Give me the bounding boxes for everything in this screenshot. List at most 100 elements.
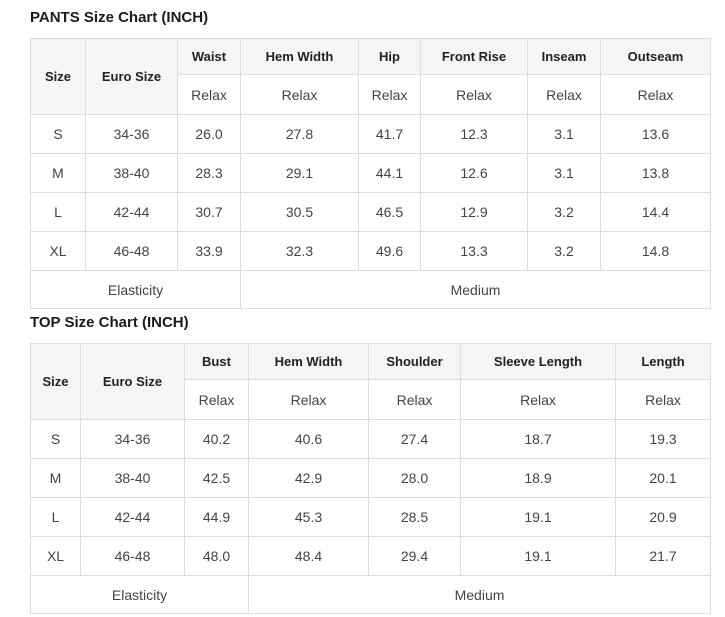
euro-size-cell: 42-44	[80, 497, 185, 537]
value-cell: 19.1	[460, 536, 616, 576]
value-cell: 21.7	[615, 536, 711, 576]
pants-table-body: S 34-36 26.0 27.8 41.7 12.3 3.1 13.6 M 3…	[30, 114, 711, 271]
top-header-size: Size	[30, 343, 81, 420]
value-cell: 19.1	[460, 497, 616, 537]
value-cell: 13.6	[600, 114, 711, 154]
fit-label-cell: Relax	[460, 379, 616, 420]
pants-header-inseam: Inseam	[527, 38, 601, 75]
value-cell: 3.2	[527, 231, 601, 271]
fit-label-cell: Relax	[240, 74, 359, 115]
value-cell: 29.4	[368, 536, 461, 576]
value-cell: 3.2	[527, 192, 601, 232]
value-cell: 13.8	[600, 153, 711, 193]
fit-label-cell: Relax	[248, 379, 369, 420]
value-cell: 40.6	[248, 419, 369, 459]
top-size-table: Size Euro Size Bust Hem Width Shoulder S…	[30, 343, 711, 614]
size-cell: S	[30, 114, 86, 154]
value-cell: 41.7	[358, 114, 421, 154]
pants-row-l: L 42-44 30.7 30.5 46.5 12.9 3.2 14.4	[30, 192, 711, 232]
top-elasticity-row: Elasticity Medium	[30, 575, 711, 614]
top-header-length: Length	[615, 343, 711, 380]
size-cell: L	[30, 192, 86, 232]
fit-label-cell: Relax	[368, 379, 461, 420]
euro-size-cell: 34-36	[80, 419, 185, 459]
value-cell: 42.5	[184, 458, 249, 498]
value-cell: 20.9	[615, 497, 711, 537]
elasticity-value: Medium	[240, 270, 711, 309]
value-cell: 45.3	[248, 497, 369, 537]
top-row-s: S 34-36 40.2 40.6 27.4 18.7 19.3	[30, 419, 711, 459]
euro-size-cell: 38-40	[80, 458, 185, 498]
size-cell: L	[30, 497, 81, 537]
pants-row-s: S 34-36 26.0 27.8 41.7 12.3 3.1 13.6	[30, 114, 711, 154]
value-cell: 26.0	[177, 114, 241, 154]
top-table-header: Size Euro Size Bust Hem Width Shoulder S…	[30, 343, 711, 420]
pants-elasticity-row: Elasticity Medium	[30, 270, 711, 309]
top-row-m: M 38-40 42.5 42.9 28.0 18.9 20.1	[30, 458, 711, 498]
value-cell: 13.3	[420, 231, 528, 271]
pants-header-outseam: Outseam	[600, 38, 711, 75]
euro-size-cell: 42-44	[85, 192, 178, 232]
pants-chart-title: PANTS Size Chart (INCH)	[30, 9, 209, 26]
top-table-body: S 34-36 40.2 40.6 27.4 18.7 19.3 M 38-40…	[30, 419, 711, 576]
value-cell: 32.3	[240, 231, 359, 271]
top-header-euro-size: Euro Size	[80, 343, 185, 420]
pants-header-hip: Hip	[358, 38, 421, 75]
top-header-hem-width: Hem Width	[248, 343, 369, 380]
pants-table-footer: Elasticity Medium	[30, 270, 711, 309]
value-cell: 42.9	[248, 458, 369, 498]
value-cell: 18.9	[460, 458, 616, 498]
euro-size-cell: 38-40	[85, 153, 178, 193]
elasticity-value: Medium	[248, 575, 711, 614]
fit-label-cell: Relax	[177, 74, 241, 115]
top-chart-title: TOP Size Chart (INCH)	[30, 314, 189, 331]
value-cell: 20.1	[615, 458, 711, 498]
pants-table-header: Size Euro Size Waist Hem Width Hip Front…	[30, 38, 711, 115]
value-cell: 30.7	[177, 192, 241, 232]
pants-fit-row: Relax Relax Relax Relax Relax Relax	[31, 74, 711, 115]
value-cell: 12.6	[420, 153, 528, 193]
pants-header-front-rise: Front Rise	[420, 38, 528, 75]
value-cell: 14.8	[600, 231, 711, 271]
pants-header-euro-size: Euro Size	[85, 38, 178, 115]
value-cell: 30.5	[240, 192, 359, 232]
value-cell: 27.8	[240, 114, 359, 154]
pants-header-size: Size	[30, 38, 86, 115]
fit-label-cell: Relax	[600, 74, 711, 115]
top-header-row: Size Euro Size Bust Hem Width Shoulder S…	[30, 343, 711, 420]
pants-row-xl: XL 46-48 33.9 32.3 49.6 13.3 3.2 14.8	[30, 231, 711, 271]
value-cell: 40.2	[184, 419, 249, 459]
value-cell: 44.9	[184, 497, 249, 537]
value-cell: 44.1	[358, 153, 421, 193]
size-cell: M	[30, 458, 81, 498]
size-cell: S	[30, 419, 81, 459]
value-cell: 28.5	[368, 497, 461, 537]
top-table-footer: Elasticity Medium	[30, 575, 711, 614]
pants-header-waist: Waist	[177, 38, 241, 75]
fit-label-cell: Relax	[615, 379, 711, 420]
fit-label-cell: Relax	[184, 379, 249, 420]
value-cell: 19.3	[615, 419, 711, 459]
value-cell: 27.4	[368, 419, 461, 459]
value-cell: 49.6	[358, 231, 421, 271]
fit-label-cell: Relax	[527, 74, 601, 115]
value-cell: 28.0	[368, 458, 461, 498]
fit-label-cell: Relax	[358, 74, 421, 115]
pants-header-row: Size Euro Size Waist Hem Width Hip Front…	[30, 38, 711, 115]
value-cell: 29.1	[240, 153, 359, 193]
elasticity-label: Elasticity	[30, 270, 241, 309]
fit-label-cell: Relax	[420, 74, 528, 115]
value-cell: 3.1	[527, 153, 601, 193]
pants-size-table: Size Euro Size Waist Hem Width Hip Front…	[30, 38, 711, 309]
elasticity-label: Elasticity	[30, 575, 249, 614]
euro-size-cell: 46-48	[85, 231, 178, 271]
pants-row-m: M 38-40 28.3 29.1 44.1 12.6 3.1 13.8	[30, 153, 711, 193]
top-size-chart-section: TOP Size Chart (INCH) Size Euro Size Bus…	[30, 314, 711, 614]
top-row-l: L 42-44 44.9 45.3 28.5 19.1 20.9	[30, 497, 711, 537]
top-row-xl: XL 46-48 48.0 48.4 29.4 19.1 21.7	[30, 536, 711, 576]
value-cell: 3.1	[527, 114, 601, 154]
value-cell: 46.5	[358, 192, 421, 232]
value-cell: 12.9	[420, 192, 528, 232]
euro-size-cell: 34-36	[85, 114, 178, 154]
